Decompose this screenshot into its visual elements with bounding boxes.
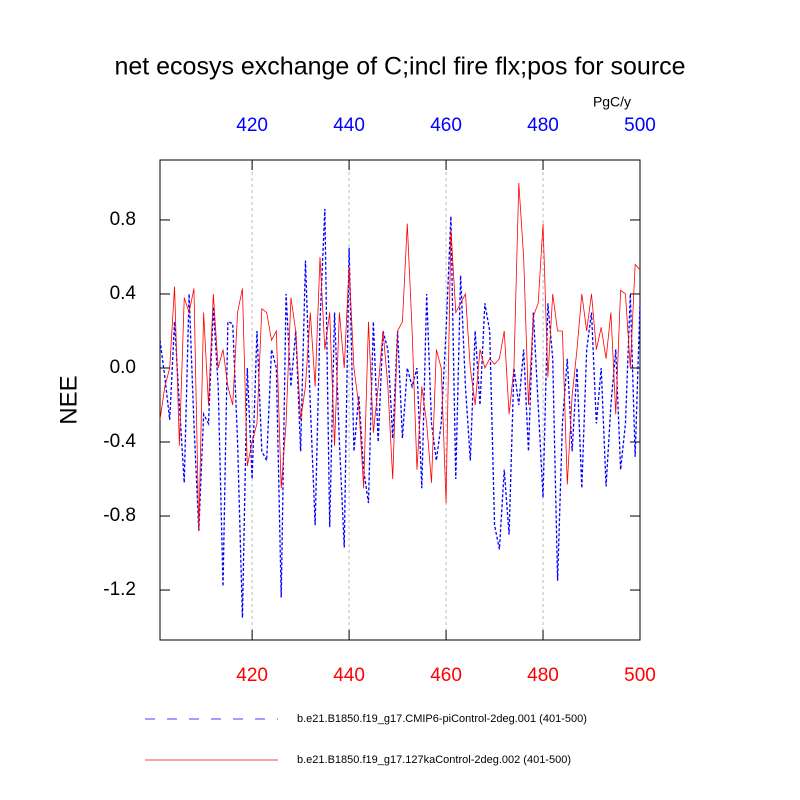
y-tick-label: -0.4 [103,431,136,452]
top-x-tick-label: 420 [236,115,268,136]
series-line [159,182,641,531]
x-tick-label: 460 [430,665,462,686]
top-x-tick-label: 500 [624,115,656,136]
x-tick-label: 420 [236,665,268,686]
x-tick-label: 500 [624,665,656,686]
y-tick-label: 0.4 [110,283,137,304]
y-tick-label: 0.0 [110,357,136,378]
top-x-tick-label: 460 [430,115,462,136]
y-tick-label: -0.8 [103,505,136,526]
x-tick-label: 440 [333,665,365,686]
units-label: PgC/y [593,94,631,110]
y-axis-label: NEE [55,375,82,424]
top-x-tick-label: 480 [527,115,559,136]
top-x-tick-label: 440 [333,115,365,136]
x-tick-label: 480 [527,665,559,686]
y-tick-label: 0.8 [110,209,136,230]
series-line [159,208,641,618]
y-tick-label: -1.2 [103,579,136,600]
legend-label: b.e21.B1850.f19_g17.127kaControl-2deg.00… [297,754,571,766]
plot-frame [159,159,641,641]
legend-label: b.e21.B1850.f19_g17.CMIP6-piControl-2deg… [297,713,587,725]
chart-title: net ecosys exchange of C;incl fire flx;p… [114,53,685,81]
